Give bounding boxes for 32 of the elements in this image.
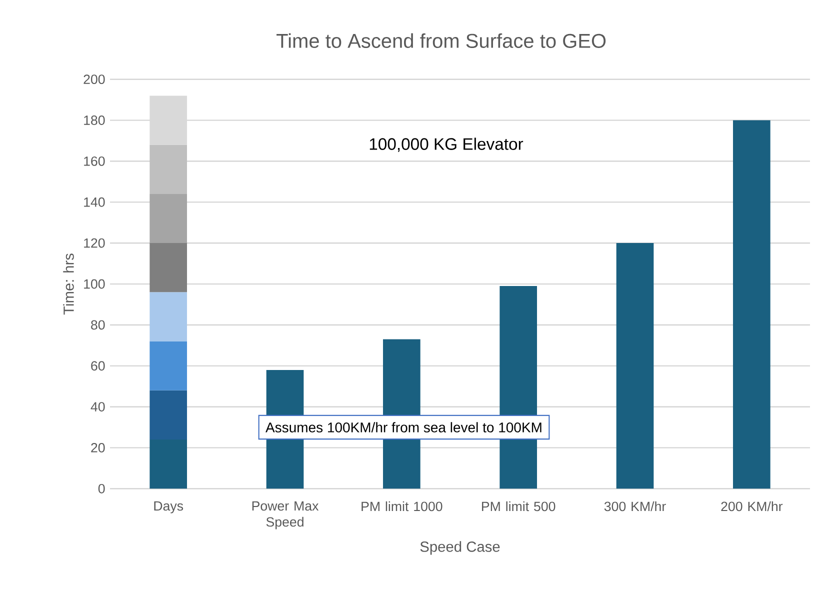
- y-tick-label: 120: [84, 238, 105, 248]
- bar: [733, 120, 770, 489]
- y-tick-label: 0: [98, 484, 105, 494]
- y-tick-label: 200: [84, 74, 105, 84]
- y-tick-label: 80: [91, 320, 105, 330]
- x-tick-label: 200 KM/hr: [721, 501, 783, 512]
- x-tick-label: PM limit 500: [482, 501, 556, 512]
- bar: [616, 243, 654, 489]
- x-axis-title: Speed Case: [420, 541, 500, 555]
- bar: [150, 440, 188, 489]
- annotation: 100,000 KG Elevator: [370, 138, 524, 152]
- y-tick-label: 20: [91, 443, 105, 452]
- chart-title: Time to Ascend from Surface to GEO: [276, 33, 606, 48]
- bar: [150, 292, 188, 342]
- y-tick-label: 60: [91, 361, 105, 371]
- x-tick-label: 300 KM/hr: [604, 501, 666, 512]
- annotation: Assumes 100KM/hr from sea level to 100KM: [266, 422, 542, 432]
- x-tick-label: Days: [154, 501, 184, 514]
- bar: [150, 243, 188, 292]
- y-axis-title: Time: hrs: [63, 254, 74, 315]
- y-tick-label: 40: [90, 402, 105, 412]
- bar: [150, 194, 188, 244]
- x-tick-label: PM limit 1000: [362, 501, 442, 512]
- y-tick-label: 100: [84, 279, 105, 289]
- y-tick-label: 140: [84, 197, 105, 207]
- bar: [150, 341, 188, 390]
- y-tick-label: 160: [84, 156, 105, 166]
- bar: [150, 144, 188, 194]
- y-tick-label: 180: [84, 116, 105, 125]
- bar: [150, 96, 188, 145]
- bar: [150, 390, 188, 440]
- x-tick-label: Power Max Speed: [252, 501, 319, 530]
